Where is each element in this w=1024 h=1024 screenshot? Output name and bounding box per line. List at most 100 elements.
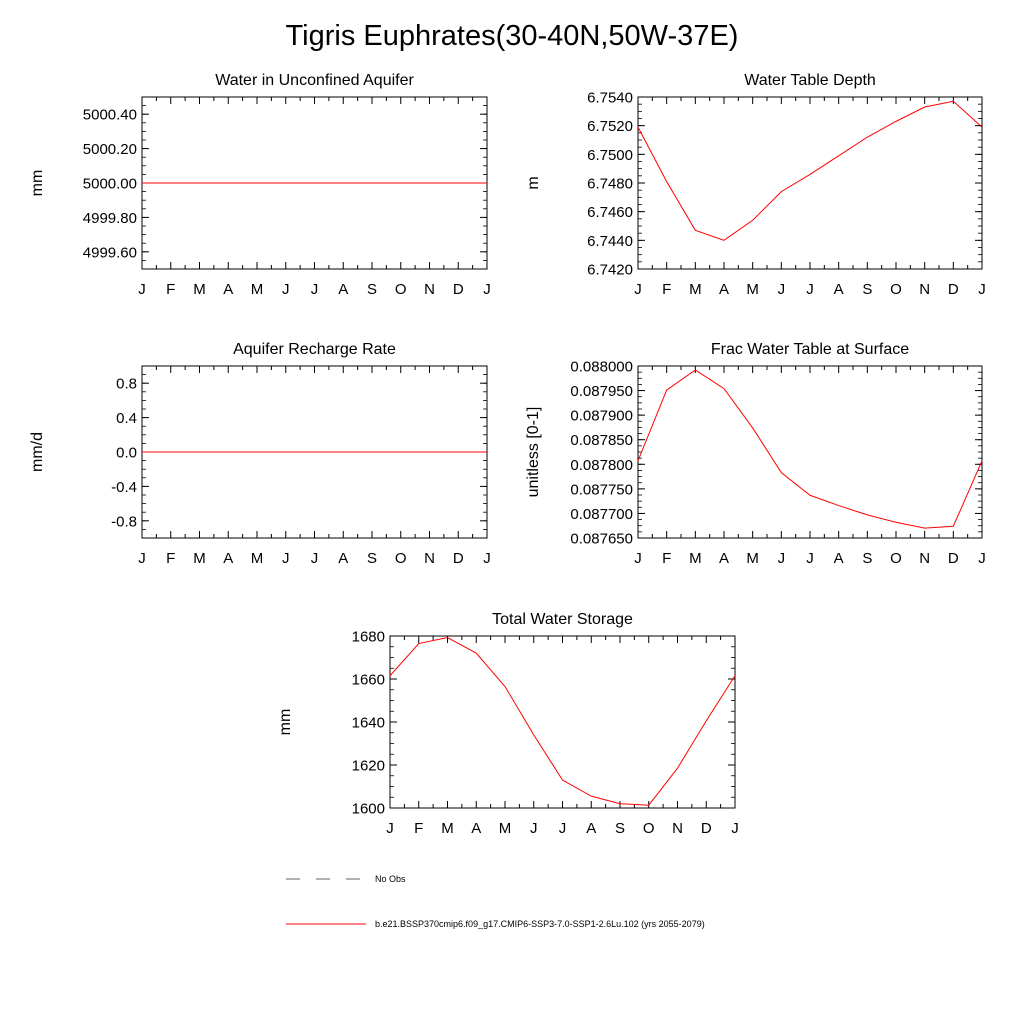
x-tick-label: S: [862, 550, 872, 567]
x-tick-label: J: [978, 550, 986, 567]
x-tick-label: N: [424, 550, 435, 567]
y-tick-label: 6.7440: [587, 233, 633, 250]
panel-title: Aquifer Recharge Rate: [233, 341, 396, 358]
x-tick-label: M: [746, 281, 759, 298]
y-tick-label: 5000.00: [83, 176, 137, 193]
x-tick-label: O: [395, 550, 407, 567]
x-tick-label: M: [499, 820, 512, 837]
y-tick-label: -0.8: [111, 513, 137, 530]
x-tick-label: A: [223, 281, 233, 298]
x-tick-label: A: [586, 820, 596, 837]
x-tick-label: O: [890, 281, 902, 298]
y-tick-label: 5000.20: [83, 141, 137, 158]
y-tick-label: 0.088000: [570, 359, 633, 376]
x-tick-label: J: [311, 550, 319, 567]
x-tick-label: A: [223, 550, 233, 567]
x-tick-label: J: [138, 550, 146, 567]
x-tick-label: J: [311, 281, 319, 298]
y-tick-label: 0.087900: [570, 408, 633, 425]
x-tick-label: J: [634, 281, 642, 298]
legend: No Obs b.e21.BSSP370cmip6.f09_g17.CMIP6-…: [286, 874, 705, 929]
y-tick-label: 0.087950: [570, 383, 633, 400]
y-tick-label: 6.7500: [587, 147, 633, 164]
y-tick-label: 0.087700: [570, 506, 633, 523]
x-tick-label: A: [834, 550, 844, 567]
panel-title: Total Water Storage: [492, 611, 633, 628]
x-tick-label: J: [282, 550, 290, 567]
x-tick-label: M: [193, 550, 206, 567]
x-tick-label: D: [701, 820, 712, 837]
x-tick-label: F: [166, 281, 175, 298]
y-axis-label: mm/d: [29, 432, 46, 472]
x-tick-label: J: [634, 550, 642, 567]
y-tick-label: -0.4: [111, 479, 137, 496]
y-tick-label: 1640: [352, 715, 385, 732]
x-tick-label: M: [193, 281, 206, 298]
x-tick-label: D: [453, 550, 464, 567]
x-tick-label: O: [643, 820, 655, 837]
y-tick-label: 1680: [352, 629, 385, 646]
x-tick-label: D: [453, 281, 464, 298]
x-tick-label: N: [919, 281, 930, 298]
series-line: [637, 369, 983, 529]
x-tick-label: J: [806, 281, 814, 298]
x-tick-label: S: [367, 281, 377, 298]
figure-title: Tigris Euphrates(30-40N,50W-37E): [285, 20, 739, 52]
y-tick-label: 1620: [352, 758, 385, 775]
x-tick-label: F: [662, 281, 671, 298]
x-tick-label: D: [948, 281, 959, 298]
x-tick-label: O: [395, 281, 407, 298]
legend-model-label: b.e21.BSSP370cmip6.f09_g17.CMIP6-SSP3-7.…: [375, 919, 705, 929]
x-tick-label: D: [948, 550, 959, 567]
panel-title: Water Table Depth: [744, 72, 876, 89]
y-axis-label: unitless [0-1]: [525, 407, 542, 498]
y-tick-label: 0.087850: [570, 432, 633, 449]
x-tick-label: A: [834, 281, 844, 298]
plot-frame: [389, 635, 736, 809]
x-tick-label: M: [251, 550, 264, 567]
x-tick-label: A: [471, 820, 481, 837]
x-tick-label: O: [890, 550, 902, 567]
x-tick-label: M: [746, 550, 759, 567]
x-tick-label: J: [138, 281, 146, 298]
x-tick-label: A: [338, 550, 348, 567]
x-tick-label: M: [689, 281, 702, 298]
x-tick-label: F: [414, 820, 423, 837]
y-tick-label: 4999.60: [83, 244, 137, 261]
x-tick-label: J: [559, 820, 567, 837]
y-tick-label: 0.087800: [570, 457, 633, 474]
y-tick-label: 0.4: [116, 410, 137, 427]
panel-title: Water in Unconfined Aquifer: [215, 72, 414, 89]
x-tick-label: S: [615, 820, 625, 837]
y-axis-label: mm: [277, 709, 294, 736]
plot-frame: [637, 365, 983, 539]
x-tick-label: A: [338, 281, 348, 298]
x-tick-label: A: [719, 281, 729, 298]
x-tick-label: J: [386, 820, 394, 837]
y-tick-label: 4999.80: [83, 210, 137, 227]
x-tick-label: S: [367, 550, 377, 567]
legend-obs-label: No Obs: [375, 874, 406, 884]
x-tick-label: J: [731, 820, 739, 837]
y-tick-label: 5000.40: [83, 107, 137, 124]
x-tick-label: J: [778, 550, 786, 567]
y-tick-label: 0.8: [116, 376, 137, 393]
y-tick-label: 6.7540: [587, 90, 633, 107]
x-tick-label: F: [662, 550, 671, 567]
series-line: [389, 636, 736, 806]
y-tick-label: 0.087750: [570, 481, 633, 498]
y-axis-label: mm: [29, 170, 46, 197]
x-tick-label: N: [424, 281, 435, 298]
x-tick-label: J: [483, 550, 491, 567]
x-tick-label: M: [689, 550, 702, 567]
x-tick-label: N: [672, 820, 683, 837]
panel-title: Frac Water Table at Surface: [711, 341, 909, 358]
x-tick-label: S: [862, 281, 872, 298]
series-line: [637, 100, 983, 241]
